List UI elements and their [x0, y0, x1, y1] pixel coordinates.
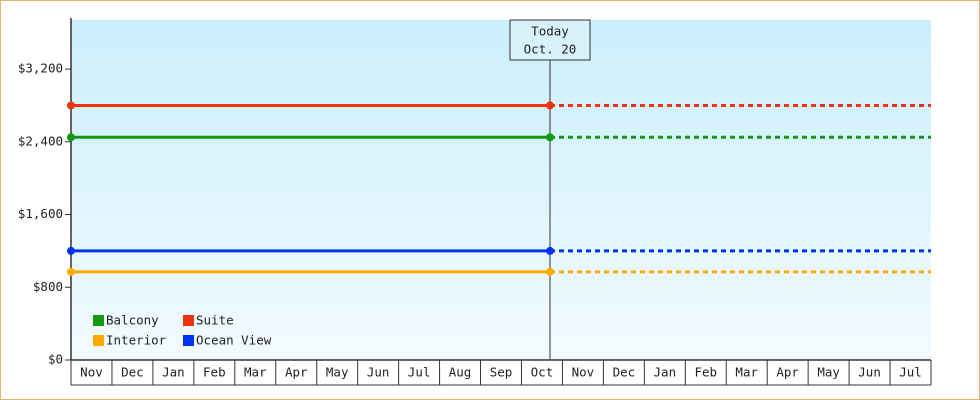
x-tick-label: May	[326, 365, 349, 380]
x-tick-label: Jun	[367, 365, 390, 380]
x-tick-label: Jul	[408, 365, 431, 380]
point	[546, 133, 554, 142]
legend-swatch	[93, 315, 104, 326]
legend-swatch	[93, 335, 104, 346]
x-tick-label: Apr	[776, 365, 799, 380]
x-tick-label: Feb	[694, 365, 717, 380]
x-tick-label: Dec	[121, 365, 144, 380]
y-tick-label: $1,600	[18, 206, 63, 221]
legend-label: Balcony	[106, 313, 159, 328]
point	[546, 101, 554, 110]
y-tick-label: $3,200	[18, 61, 63, 76]
x-tick-label: Apr	[285, 365, 308, 380]
x-tick-label: Aug	[449, 365, 472, 380]
point	[67, 267, 75, 276]
point	[546, 267, 554, 276]
x-tick-label: Nov	[572, 365, 595, 380]
legend-label: Interior	[106, 333, 167, 348]
x-tick-label: Mar	[735, 365, 758, 380]
legend-label: Ocean View	[196, 333, 272, 348]
x-tick-label: Jan	[654, 365, 677, 380]
today-box	[509, 19, 591, 61]
x-tick-label: Oct	[531, 365, 554, 380]
x-tick-label: Sep	[490, 365, 513, 380]
x-tick-label: Dec	[613, 365, 636, 380]
x-tick-label: Jan	[162, 365, 185, 380]
today-label: Today	[531, 24, 569, 39]
point	[546, 246, 554, 255]
x-tick-label: Jul	[899, 365, 922, 380]
x-tick-label: Nov	[80, 365, 103, 380]
x-tick-label: Mar	[244, 365, 267, 380]
legend-swatch	[183, 315, 194, 326]
legend-label: Suite	[196, 313, 234, 328]
point	[67, 133, 75, 142]
y-tick-label: $800	[33, 279, 63, 294]
x-tick-label: May	[817, 365, 840, 380]
point	[67, 246, 75, 255]
today-label: Oct. 20	[524, 42, 577, 57]
x-tick-label: Feb	[203, 365, 226, 380]
y-tick-label: $0	[48, 352, 63, 367]
point	[67, 101, 75, 110]
x-tick-label: Jun	[858, 365, 881, 380]
plot-area	[71, 20, 931, 360]
legend-swatch	[183, 335, 194, 346]
y-tick-label: $2,400	[18, 133, 63, 148]
